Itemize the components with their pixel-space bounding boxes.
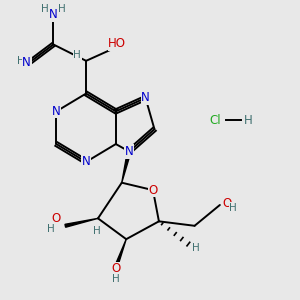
Text: H: H [73, 50, 81, 60]
Text: H: H [41, 4, 49, 14]
Text: N: N [49, 8, 58, 21]
Text: O: O [148, 184, 158, 196]
Text: N: N [125, 145, 134, 158]
Text: O: O [111, 262, 120, 275]
Text: N: N [141, 92, 150, 104]
Text: H: H [244, 114, 253, 127]
Text: H: H [112, 274, 120, 284]
Text: H: H [58, 4, 66, 14]
Text: O: O [223, 197, 232, 210]
Text: H: H [192, 243, 200, 253]
Text: N: N [22, 56, 31, 69]
Polygon shape [122, 151, 131, 183]
Text: O: O [52, 212, 61, 225]
Polygon shape [114, 239, 126, 268]
Text: H: H [93, 226, 101, 236]
Polygon shape [65, 218, 98, 227]
Text: HO: HO [108, 38, 126, 50]
Text: H: H [229, 203, 237, 213]
Text: H: H [16, 56, 24, 66]
Text: N: N [52, 105, 61, 118]
Text: N: N [82, 155, 91, 168]
Text: H: H [47, 224, 55, 234]
Text: Cl: Cl [210, 114, 221, 127]
